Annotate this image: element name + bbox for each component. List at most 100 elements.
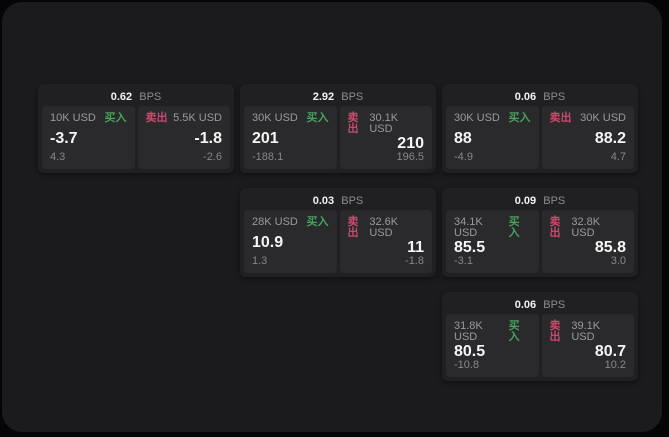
quote-panels: 30K USD 买入 201 -188.1 卖出 30.1K USD 210 1… <box>244 106 432 169</box>
sell-quote-panel[interactable]: 卖出 32.8K USD 85.8 3.0 <box>541 210 634 273</box>
buy-quote-panel[interactable]: 34.1K USD 买入 85.5 -3.1 <box>446 210 539 273</box>
sell-side-label: 卖出 <box>145 112 168 124</box>
buy-panel-header: 28K USD 买入 <box>252 217 329 228</box>
buy-size-label: 30K USD <box>252 112 298 124</box>
sell-panel-header: 卖出 5.5K USD <box>146 113 223 124</box>
sell-side-label: 卖出 <box>549 320 561 343</box>
quote-card: 0.09 BPS 34.1K USD 买入 85.5 -3.1 卖出 32.8K… <box>442 188 638 277</box>
buy-size-label: 34.1K USD <box>454 216 483 239</box>
buy-price: 201 <box>252 129 279 147</box>
buy-price: 85.5 <box>454 239 486 256</box>
quote-card: 2.92 BPS 30K USD 买入 201 -188.1 卖出 30.1K … <box>240 84 436 173</box>
sell-quote-panel[interactable]: 卖出 5.5K USD -1.8 -2.6 <box>137 106 230 169</box>
sell-quote-panel[interactable]: 卖出 32.6K USD 11 -1.8 <box>339 210 432 273</box>
buy-delta: -3.1 <box>454 255 473 267</box>
quote-panels: 30K USD 买入 88 -4.9 卖出 30K USD 88.2 4.7 <box>446 106 634 169</box>
buy-size-label: 28K USD <box>252 216 298 228</box>
sell-side-label: 卖出 <box>347 216 359 239</box>
buy-side-label: 买入 <box>508 216 520 239</box>
buy-quote-panel[interactable]: 10K USD 买入 -3.7 4.3 <box>42 106 135 169</box>
quote-panels: 31.8K USD 买入 80.5 -10.8 卖出 39.1K USD 80.… <box>446 314 634 377</box>
buy-delta: -10.8 <box>454 359 480 371</box>
buy-price: -3.7 <box>50 129 78 147</box>
bps-unit-label: BPS <box>338 195 364 207</box>
sell-quote-panel[interactable]: 卖出 30.1K USD 210 196.5 <box>339 106 432 169</box>
sell-quote-panel[interactable]: 卖出 30K USD 88.2 4.7 <box>541 106 634 169</box>
sell-panel-header: 卖出 32.8K USD <box>550 217 627 239</box>
buy-side-label: 买入 <box>508 112 531 124</box>
sell-size-label: 30.1K USD <box>369 112 399 135</box>
buy-size-label: 31.8K USD <box>454 320 483 343</box>
bps-value: 0.09 <box>514 195 537 207</box>
sell-price: 88.2 <box>594 129 626 147</box>
quote-card: 0.62 BPS 10K USD 买入 -3.7 4.3 卖出 5.5K USD… <box>38 84 234 173</box>
buy-size-label: 30K USD <box>454 112 500 124</box>
quotes-panel: 0.62 BPS 10K USD 买入 -3.7 4.3 卖出 5.5K USD… <box>2 2 662 432</box>
sell-price: -1.8 <box>194 129 222 147</box>
card-header: 2.92 BPS <box>244 88 432 106</box>
sell-size-label: 30K USD <box>580 112 626 124</box>
buy-price: 80.5 <box>454 343 486 360</box>
buy-side-label: 买入 <box>306 112 329 124</box>
bps-unit-label: BPS <box>338 91 364 103</box>
quote-card: 0.06 BPS 31.8K USD 买入 80.5 -10.8 卖出 39.1… <box>442 292 638 381</box>
sell-price: 85.8 <box>594 239 626 256</box>
sell-side-label: 卖出 <box>549 112 572 124</box>
quote-panels: 34.1K USD 买入 85.5 -3.1 卖出 32.8K USD 85.8… <box>446 210 634 273</box>
buy-panel-header: 31.8K USD 买入 <box>454 321 531 343</box>
sell-size-label: 32.8K USD <box>571 216 601 239</box>
bps-value: 2.92 <box>312 91 335 103</box>
quote-panels: 10K USD 买入 -3.7 4.3 卖出 5.5K USD -1.8 -2.… <box>42 106 230 169</box>
bps-unit-label: BPS <box>540 299 566 311</box>
sell-delta: 4.7 <box>610 151 626 163</box>
buy-delta: -4.9 <box>454 151 473 163</box>
sell-delta: 10.2 <box>604 359 626 371</box>
sell-size-label: 5.5K USD <box>173 112 222 124</box>
sell-panel-header: 卖出 32.6K USD <box>348 217 425 239</box>
sell-side-label: 卖出 <box>347 112 359 135</box>
buy-panel-header: 30K USD 买入 <box>252 113 329 124</box>
buy-delta: -188.1 <box>252 151 284 163</box>
sell-panel-header: 卖出 30.1K USD <box>348 113 425 135</box>
sell-side-label: 卖出 <box>549 216 561 239</box>
buy-panel-header: 30K USD 买入 <box>454 113 531 124</box>
sell-price: 11 <box>407 239 424 256</box>
buy-side-label: 买入 <box>104 112 127 124</box>
sell-quote-panel[interactable]: 卖出 39.1K USD 80.7 10.2 <box>541 314 634 377</box>
buy-price: 10.9 <box>252 233 284 251</box>
card-header: 0.62 BPS <box>42 88 230 106</box>
buy-side-label: 买入 <box>508 320 520 343</box>
card-header: 0.09 BPS <box>446 192 634 210</box>
card-header: 0.06 BPS <box>446 88 634 106</box>
bps-value: 0.03 <box>312 195 335 207</box>
sell-delta: 3.0 <box>610 255 626 267</box>
bps-unit-label: BPS <box>540 195 566 207</box>
quote-card: 0.06 BPS 30K USD 买入 88 -4.9 卖出 30K USD 8… <box>442 84 638 173</box>
buy-quote-panel[interactable]: 31.8K USD 买入 80.5 -10.8 <box>446 314 539 377</box>
quote-card: 0.03 BPS 28K USD 买入 10.9 1.3 卖出 32.6K US… <box>240 188 436 277</box>
sell-size-label: 39.1K USD <box>571 320 601 343</box>
bps-unit-label: BPS <box>136 91 162 103</box>
sell-price: 80.7 <box>594 343 626 360</box>
quote-panels: 28K USD 买入 10.9 1.3 卖出 32.6K USD 11 -1.8 <box>244 210 432 273</box>
card-header: 0.06 BPS <box>446 296 634 314</box>
bps-value: 0.06 <box>514 91 537 103</box>
buy-quote-panel[interactable]: 28K USD 买入 10.9 1.3 <box>244 210 337 273</box>
buy-delta: 1.3 <box>252 255 268 267</box>
sell-panel-header: 卖出 39.1K USD <box>550 321 627 343</box>
bps-unit-label: BPS <box>540 91 566 103</box>
sell-delta: -1.8 <box>405 255 424 267</box>
sell-price: 210 <box>397 135 424 152</box>
buy-price: 88 <box>454 129 472 147</box>
buy-panel-header: 34.1K USD 买入 <box>454 217 531 239</box>
bps-value: 0.62 <box>110 91 133 103</box>
buy-panel-header: 10K USD 买入 <box>50 113 127 124</box>
buy-side-label: 买入 <box>306 216 329 228</box>
buy-quote-panel[interactable]: 30K USD 买入 88 -4.9 <box>446 106 539 169</box>
buy-size-label: 10K USD <box>50 112 96 124</box>
sell-panel-header: 卖出 30K USD <box>550 113 627 124</box>
buy-delta: 4.3 <box>50 151 66 163</box>
buy-quote-panel[interactable]: 30K USD 买入 201 -188.1 <box>244 106 337 169</box>
sell-delta: -2.6 <box>203 151 222 163</box>
card-header: 0.03 BPS <box>244 192 432 210</box>
